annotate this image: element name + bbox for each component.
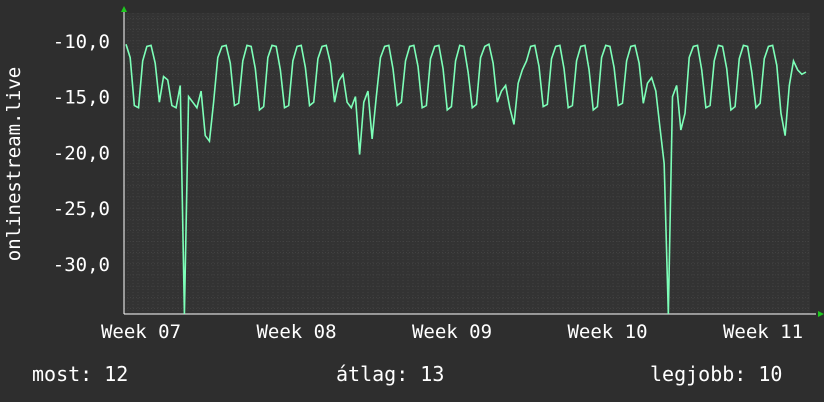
average-value: átlag: 13	[336, 362, 445, 386]
y-axis-label: onlinestream.live	[3, 67, 25, 261]
x-tick-label: Week 08	[256, 321, 336, 343]
y-tick-labels: -10,0 -15,0 -20,0 -25,0 -30,0	[53, 31, 110, 276]
axes	[121, 6, 824, 317]
y-tick-label: -15,0	[53, 87, 110, 109]
x-axis-arrow	[818, 311, 824, 317]
y-tick-label: -10,0	[53, 31, 110, 53]
y-tick-label: -30,0	[53, 254, 110, 276]
gridlines	[124, 13, 810, 314]
y-tick-label: -25,0	[53, 198, 110, 220]
current-value: most: 12	[32, 362, 129, 386]
x-tick-labels: Week 07 Week 08 Week 09 Week 10 Week 11	[101, 321, 803, 343]
best-value: legjobb: 10	[650, 362, 783, 386]
x-tick-label: Week 07	[101, 321, 181, 343]
x-tick-label: Week 10	[567, 321, 647, 343]
y-axis-arrow	[121, 6, 127, 12]
series-line	[125, 43, 807, 315]
y-tick-label: -20,0	[53, 142, 110, 164]
x-tick-label: Week 09	[412, 321, 492, 343]
x-tick-label: Week 11	[723, 321, 803, 343]
